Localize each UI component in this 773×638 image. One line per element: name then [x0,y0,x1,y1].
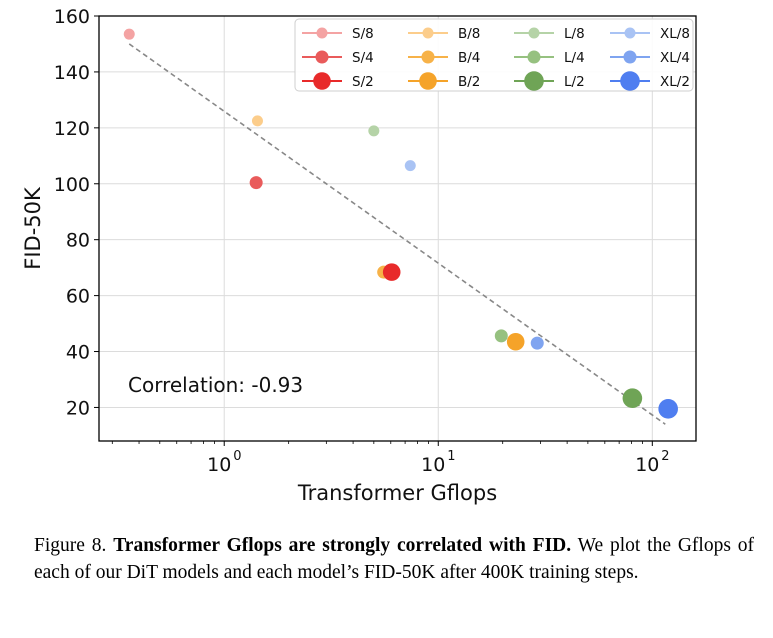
data-point [251,115,263,127]
legend-entry: B/8 [408,26,480,42]
y-tick-label: 60 [66,286,90,308]
legend-label: L/4 [564,50,585,66]
y-axis-label: FID-50K [21,186,45,270]
legend: S/8 S/4 S/2 B/8 B/4 B/2 L/8 L/4 L/2 XL/8 XL/4 XL/2 [294,18,694,92]
legend-entry: S/4 [302,50,374,66]
caption-text: We plot the Gflops of each of our DiT mo… [34,535,754,583]
legend-marker [524,71,544,91]
plot-frame [98,15,697,442]
legend-marker [422,27,434,39]
legend-marker [527,50,541,64]
correlation-annotation: Correlation: -0.93 [128,373,303,397]
legend-marker [528,27,540,39]
y-tick-label: 140 [54,62,90,84]
y-tick-label: 160 [54,6,90,28]
x-axis-label: Transformer Gflops [297,481,497,505]
legend-entry: XL/2 [610,71,690,91]
caption-bold: Transformer Gflops are strongly correlat… [113,535,572,556]
x-tick-exponent: 0 [233,449,241,464]
y-tick-label: 80 [66,230,90,252]
trendline-group [128,43,666,425]
caption-prefix: Figure 8. [34,535,114,556]
legend-marker [421,50,435,64]
legend-entry: L/4 [514,50,585,66]
y-tick-label: 20 [66,397,90,419]
legend-marker [624,27,636,39]
legend-label: S/2 [352,74,374,90]
data-point [494,329,508,343]
data-point [658,399,678,419]
legend-marker [315,50,329,64]
x-tick-label: 10 [635,454,659,476]
trendline [128,43,666,425]
y-tick-label: 100 [54,174,90,196]
data-point [249,176,263,190]
data-point [382,263,401,281]
legend-label: L/2 [564,74,585,90]
data-point [123,28,135,40]
legend-label: B/4 [458,50,480,66]
legend-entry: S/8 [302,26,374,42]
data-point [530,336,544,350]
legend-box [294,18,694,92]
y-tick-label: 40 [66,342,90,364]
y-tick-label: 120 [54,118,90,140]
legend-entry: B/2 [408,72,480,90]
x-tick-exponent: 1 [447,449,455,464]
legend-label: B/8 [458,26,480,42]
legend-label: XL/4 [660,50,690,66]
legend-entry: S/2 [302,72,374,90]
x-tick-label: 10 [421,454,445,476]
legend-label: XL/2 [660,74,690,90]
figure-caption: Figure 8. Transformer Gflops are strongl… [34,532,754,586]
x-tick-label: 10 [207,454,231,476]
legend-entry: L/2 [514,71,585,91]
legend-entry: XL/4 [610,50,690,66]
legend-label: B/2 [458,74,480,90]
legend-entry: L/8 [514,26,585,42]
legend-entry: B/4 [408,50,480,66]
legend-label: S/4 [352,50,374,66]
data-point [622,388,643,409]
legend-label: S/8 [352,26,374,42]
data-point [404,160,416,172]
legend-label: XL/8 [660,26,690,42]
x-tick-exponent: 2 [661,449,669,464]
legend-label: L/8 [564,26,585,42]
legend-marker [620,71,640,91]
legend-marker [316,27,328,39]
data-points [123,28,678,419]
data-point [368,125,380,137]
legend-marker [419,72,437,90]
legend-entry: XL/8 [610,26,690,42]
legend-marker [623,50,637,64]
data-point [506,332,525,351]
legend-marker [313,72,331,90]
